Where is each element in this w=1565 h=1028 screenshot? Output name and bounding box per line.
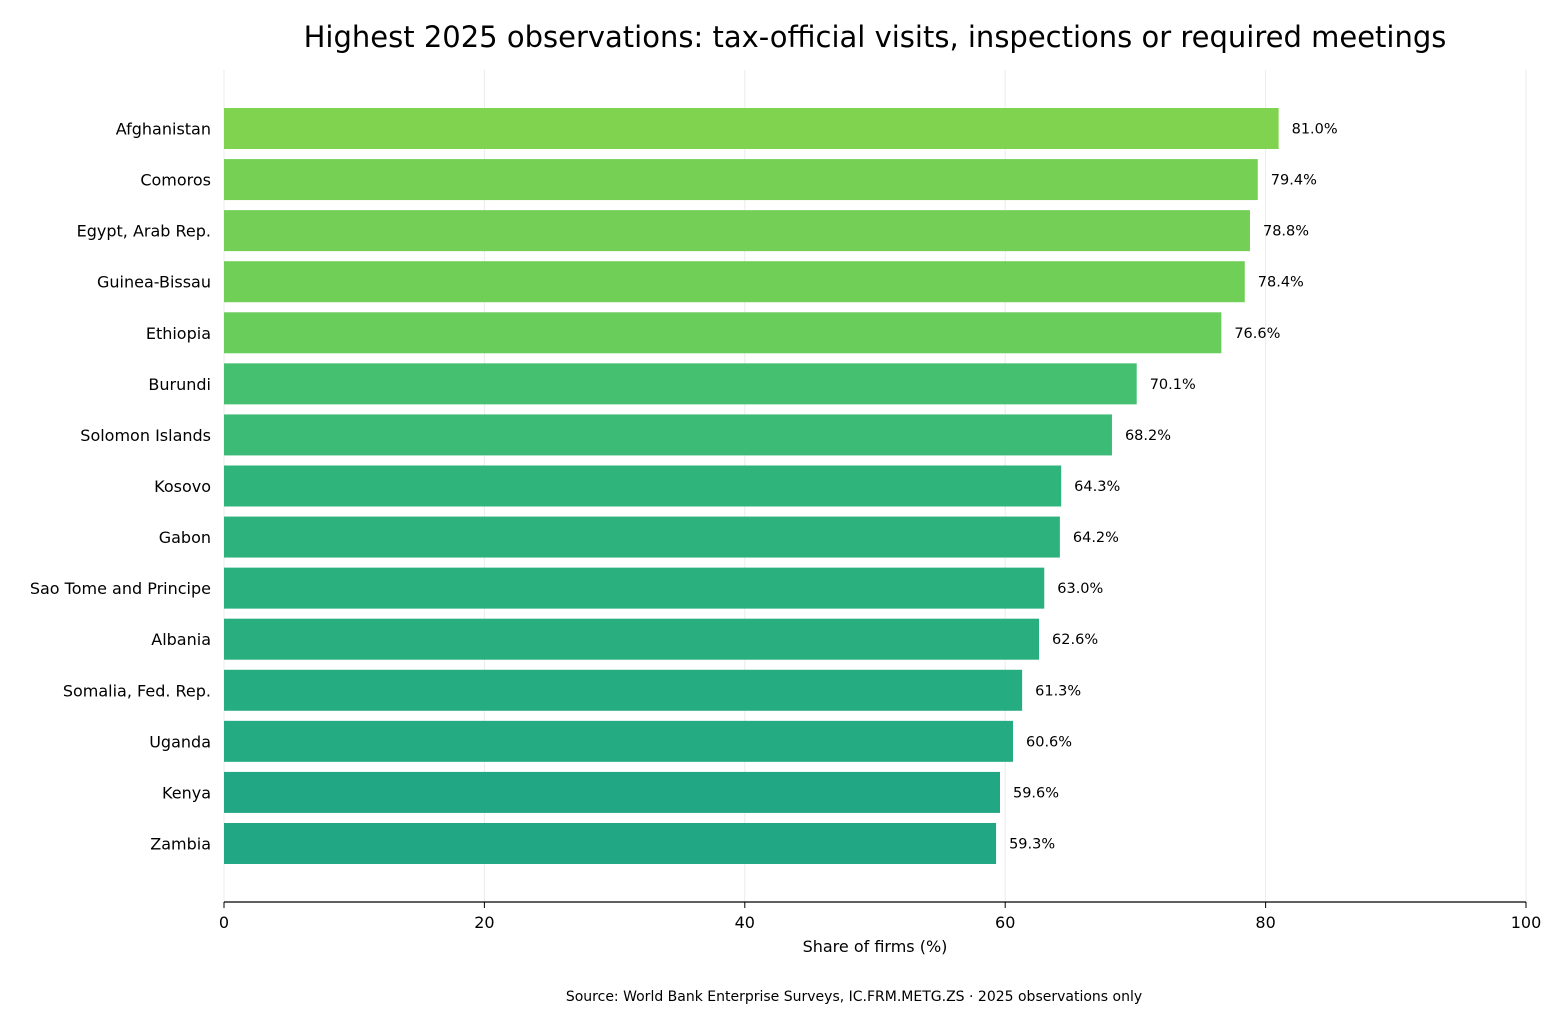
data-label: 78.8% — [1263, 224, 1309, 240]
bar — [224, 159, 1258, 201]
x-axis-label: Share of firms (%) — [803, 937, 948, 956]
data-label: 79.4% — [1271, 173, 1317, 189]
bar — [224, 363, 1137, 405]
data-label: 64.2% — [1073, 530, 1119, 546]
bars — [224, 108, 1279, 864]
data-label: 70.1% — [1150, 377, 1196, 393]
data-label: 59.3% — [1009, 836, 1055, 852]
x-tick-label: 80 — [1255, 913, 1275, 932]
category-label: Burundi — [148, 375, 211, 394]
bar — [224, 108, 1279, 149]
category-label: Comoros — [140, 171, 211, 190]
data-labels: 81.0% 79.4% 78.8% 78.4% 76.6% 70.1% 68.2% 64.3%… — [1009, 122, 1338, 853]
data-label: 81.0% — [1292, 122, 1338, 138]
data-label: 62.6% — [1052, 632, 1098, 648]
category-label: Uganda — [149, 732, 211, 751]
x-tick-label: 60 — [995, 913, 1015, 932]
category-label: Somalia, Fed. Rep. — [63, 681, 211, 700]
x-tick-label: 40 — [735, 913, 755, 932]
data-label: 76.6% — [1234, 326, 1280, 342]
category-label: Zambia — [150, 834, 211, 853]
chart-title: Highest 2025 observations: tax-official … — [304, 20, 1447, 54]
category-label: Ethiopia — [146, 324, 211, 343]
category-label: Sao Tome and Principe — [30, 579, 211, 598]
data-label: 60.6% — [1026, 734, 1072, 750]
data-label: 63.0% — [1057, 581, 1103, 597]
bar — [224, 720, 1014, 762]
bar — [224, 414, 1112, 456]
data-label: 61.3% — [1035, 683, 1081, 699]
source-note: Source: World Bank Enterprise Surveys, I… — [566, 989, 1142, 1005]
data-label: 68.2% — [1125, 428, 1171, 444]
bar — [224, 261, 1245, 303]
category-label: Albania — [151, 630, 211, 649]
category-label: Guinea-Bissau — [97, 273, 211, 292]
bar — [224, 465, 1062, 507]
bar — [224, 567, 1045, 609]
bar — [224, 312, 1222, 354]
bar — [224, 516, 1060, 558]
bar — [224, 822, 997, 864]
category-label: Egypt, Arab Rep. — [77, 222, 211, 241]
category-labels: Afghanistan Comoros Egypt, Arab Rep. Guinea… — [30, 120, 211, 854]
category-label: Afghanistan — [116, 120, 211, 139]
bar — [224, 618, 1040, 660]
bar — [224, 210, 1250, 252]
category-label: Kosovo — [154, 477, 211, 496]
bar — [224, 771, 1000, 813]
data-label: 78.4% — [1258, 275, 1304, 291]
x-tick-label: 100 — [1511, 913, 1542, 932]
data-label: 59.6% — [1013, 785, 1059, 801]
x-axis-ticks: 0 20 40 60 80 100 — [219, 902, 1541, 932]
x-tick-label: 20 — [474, 913, 494, 932]
category-label: Gabon — [159, 528, 211, 547]
category-label: Kenya — [162, 783, 211, 802]
bar — [224, 669, 1023, 711]
data-label: 64.3% — [1074, 479, 1120, 495]
category-label: Solomon Islands — [80, 426, 211, 445]
x-tick-label: 0 — [219, 913, 229, 932]
